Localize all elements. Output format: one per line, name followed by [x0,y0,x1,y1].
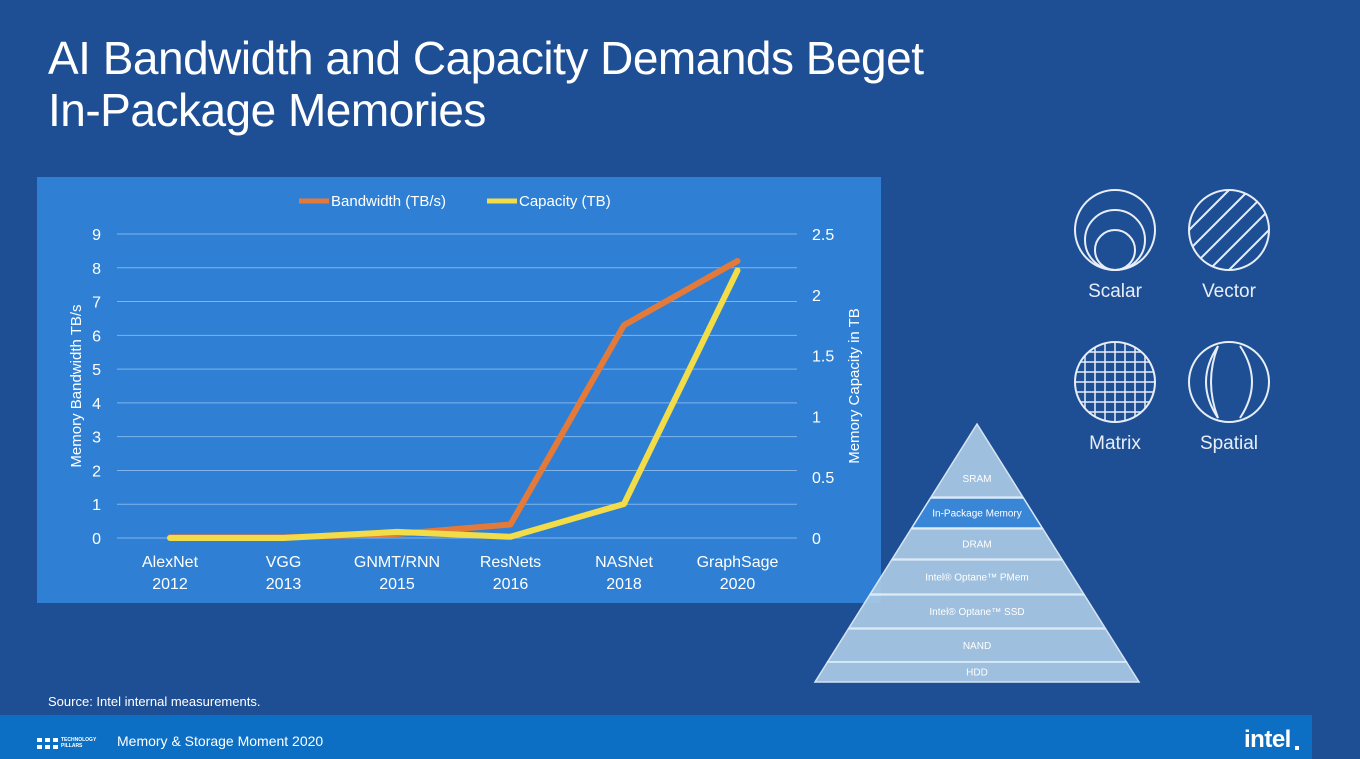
y-left-tick-label: 5 [92,362,101,379]
intel-logo: intel [1244,726,1291,753]
x-tick-label: AlexNet [142,554,199,571]
x-tick-label: GraphSage [697,554,779,571]
y-right-tick-label: 1 [812,409,821,426]
x-tick-year: 2012 [152,576,188,593]
legend-label: Capacity (TB) [519,193,611,210]
pyramid-level-label: SRAM [963,474,992,485]
y-left-axis-label: Memory Bandwidth TB/s [68,304,85,467]
x-tick-year: 2016 [493,576,529,593]
footer-bar [0,715,1312,759]
y-left-tick-label: 3 [92,430,101,447]
x-tick-year: 2020 [720,576,756,593]
series-line-capacity [167,267,741,541]
technology-pillars-label: TECHNOLOGY PILLARS [61,737,96,749]
x-tick-label: GNMT/RNN [354,554,440,571]
memory-hierarchy-pyramid: SRAM In-Package Memory DRAM Intel® Optane™ … [813,422,1141,683]
pyramid-level-label: In-Package Memory [932,509,1021,520]
y-left-tick-label: 2 [92,463,101,480]
compute-types-panel: Scalar Vector [1060,185,1300,485]
legend-label: Bandwidth (TB/s) [331,193,446,210]
pyramid-band [929,422,1025,498]
pyramid-band [910,497,1044,529]
slide-title-line1: AI Bandwidth and Capacity Demands Beget [48,32,924,84]
compute-type-spatial: Spatial [1174,337,1284,455]
source-note: Source: Intel internal measurements. [48,694,261,709]
compute-type-scalar: Scalar [1060,185,1170,303]
chart-canvas: 0 1 2 3 4 5 6 7 8 9 0 0.5 1 1.5 2 2.5 Memory Bandwidth T… [68,193,863,593]
diagonal-lines-circle-icon [1188,189,1270,271]
x-tick-label: NASNet [595,554,653,571]
y-right-tick-label: 2 [812,288,821,305]
pyramid-level-label: NAND [963,641,991,652]
y-right-tick-label: 2.5 [812,227,834,244]
technology-pillars-icon [37,738,58,749]
pyramid-band [813,661,1141,683]
y-right-tick-label: 0 [812,531,821,548]
pyramid-level-label: DRAM [962,540,991,551]
x-tick-year: 2018 [606,576,642,593]
y-left-tick-label: 0 [92,531,101,548]
compute-type-label: Spatial [1199,433,1259,454]
x-tick-year: 2013 [266,576,302,593]
y-right-tick-label: 0.5 [812,470,834,487]
pyramid-level-label: HDD [966,668,988,679]
y-right-axis-label: Memory Capacity in TB [846,308,863,464]
grid-circle-icon [1074,341,1156,423]
x-tick-year: 2015 [379,576,415,593]
pillars-line2: PILLARS [61,743,83,749]
series-line-bandwidth [167,258,741,541]
pyramid-level-label: Intel® Optane™ PMem [925,573,1029,584]
slide-title-line2: In-Package Memories [48,84,486,136]
y-left-tick-label: 8 [92,261,101,278]
x-tick-label: VGG [266,554,302,571]
y-left-tick-label: 9 [92,227,101,244]
compute-type-vector: Vector [1174,185,1284,303]
bandwidth-capacity-chart: 0 1 2 3 4 5 6 7 8 9 0 0.5 1 1.5 2 2.5 Memory Bandwidth T… [37,177,881,603]
pyramid-band [847,594,1107,629]
compute-type-label: Vector [1202,281,1256,302]
pyramid-band [868,559,1086,595]
compute-type-matrix: Matrix [1060,337,1170,455]
y-left-tick-label: 1 [92,497,101,514]
y-right-tick-label: 1.5 [812,349,834,366]
crescent-circle-icon [1188,341,1270,423]
compute-type-label: Matrix [1089,433,1141,454]
pyramid-band [890,528,1064,560]
y-left-tick-label: 4 [92,396,101,413]
slide-title: AI Bandwidth and Capacity Demands Beget … [48,32,924,136]
y-left-tick-label: 6 [92,328,101,345]
x-tick-label: ResNets [480,554,541,571]
event-name: Memory & Storage Moment 2020 [117,733,324,749]
footer-edge [1312,715,1360,759]
pillars-line1: TECHNOLOGY [61,737,97,743]
pyramid-level-label: Intel® Optane™ SSD [929,607,1024,618]
intel-logo-dot [1295,746,1299,750]
y-left-tick-label: 7 [92,295,101,312]
compute-type-label: Scalar [1088,281,1142,302]
concentric-circles-icon [1074,189,1156,271]
